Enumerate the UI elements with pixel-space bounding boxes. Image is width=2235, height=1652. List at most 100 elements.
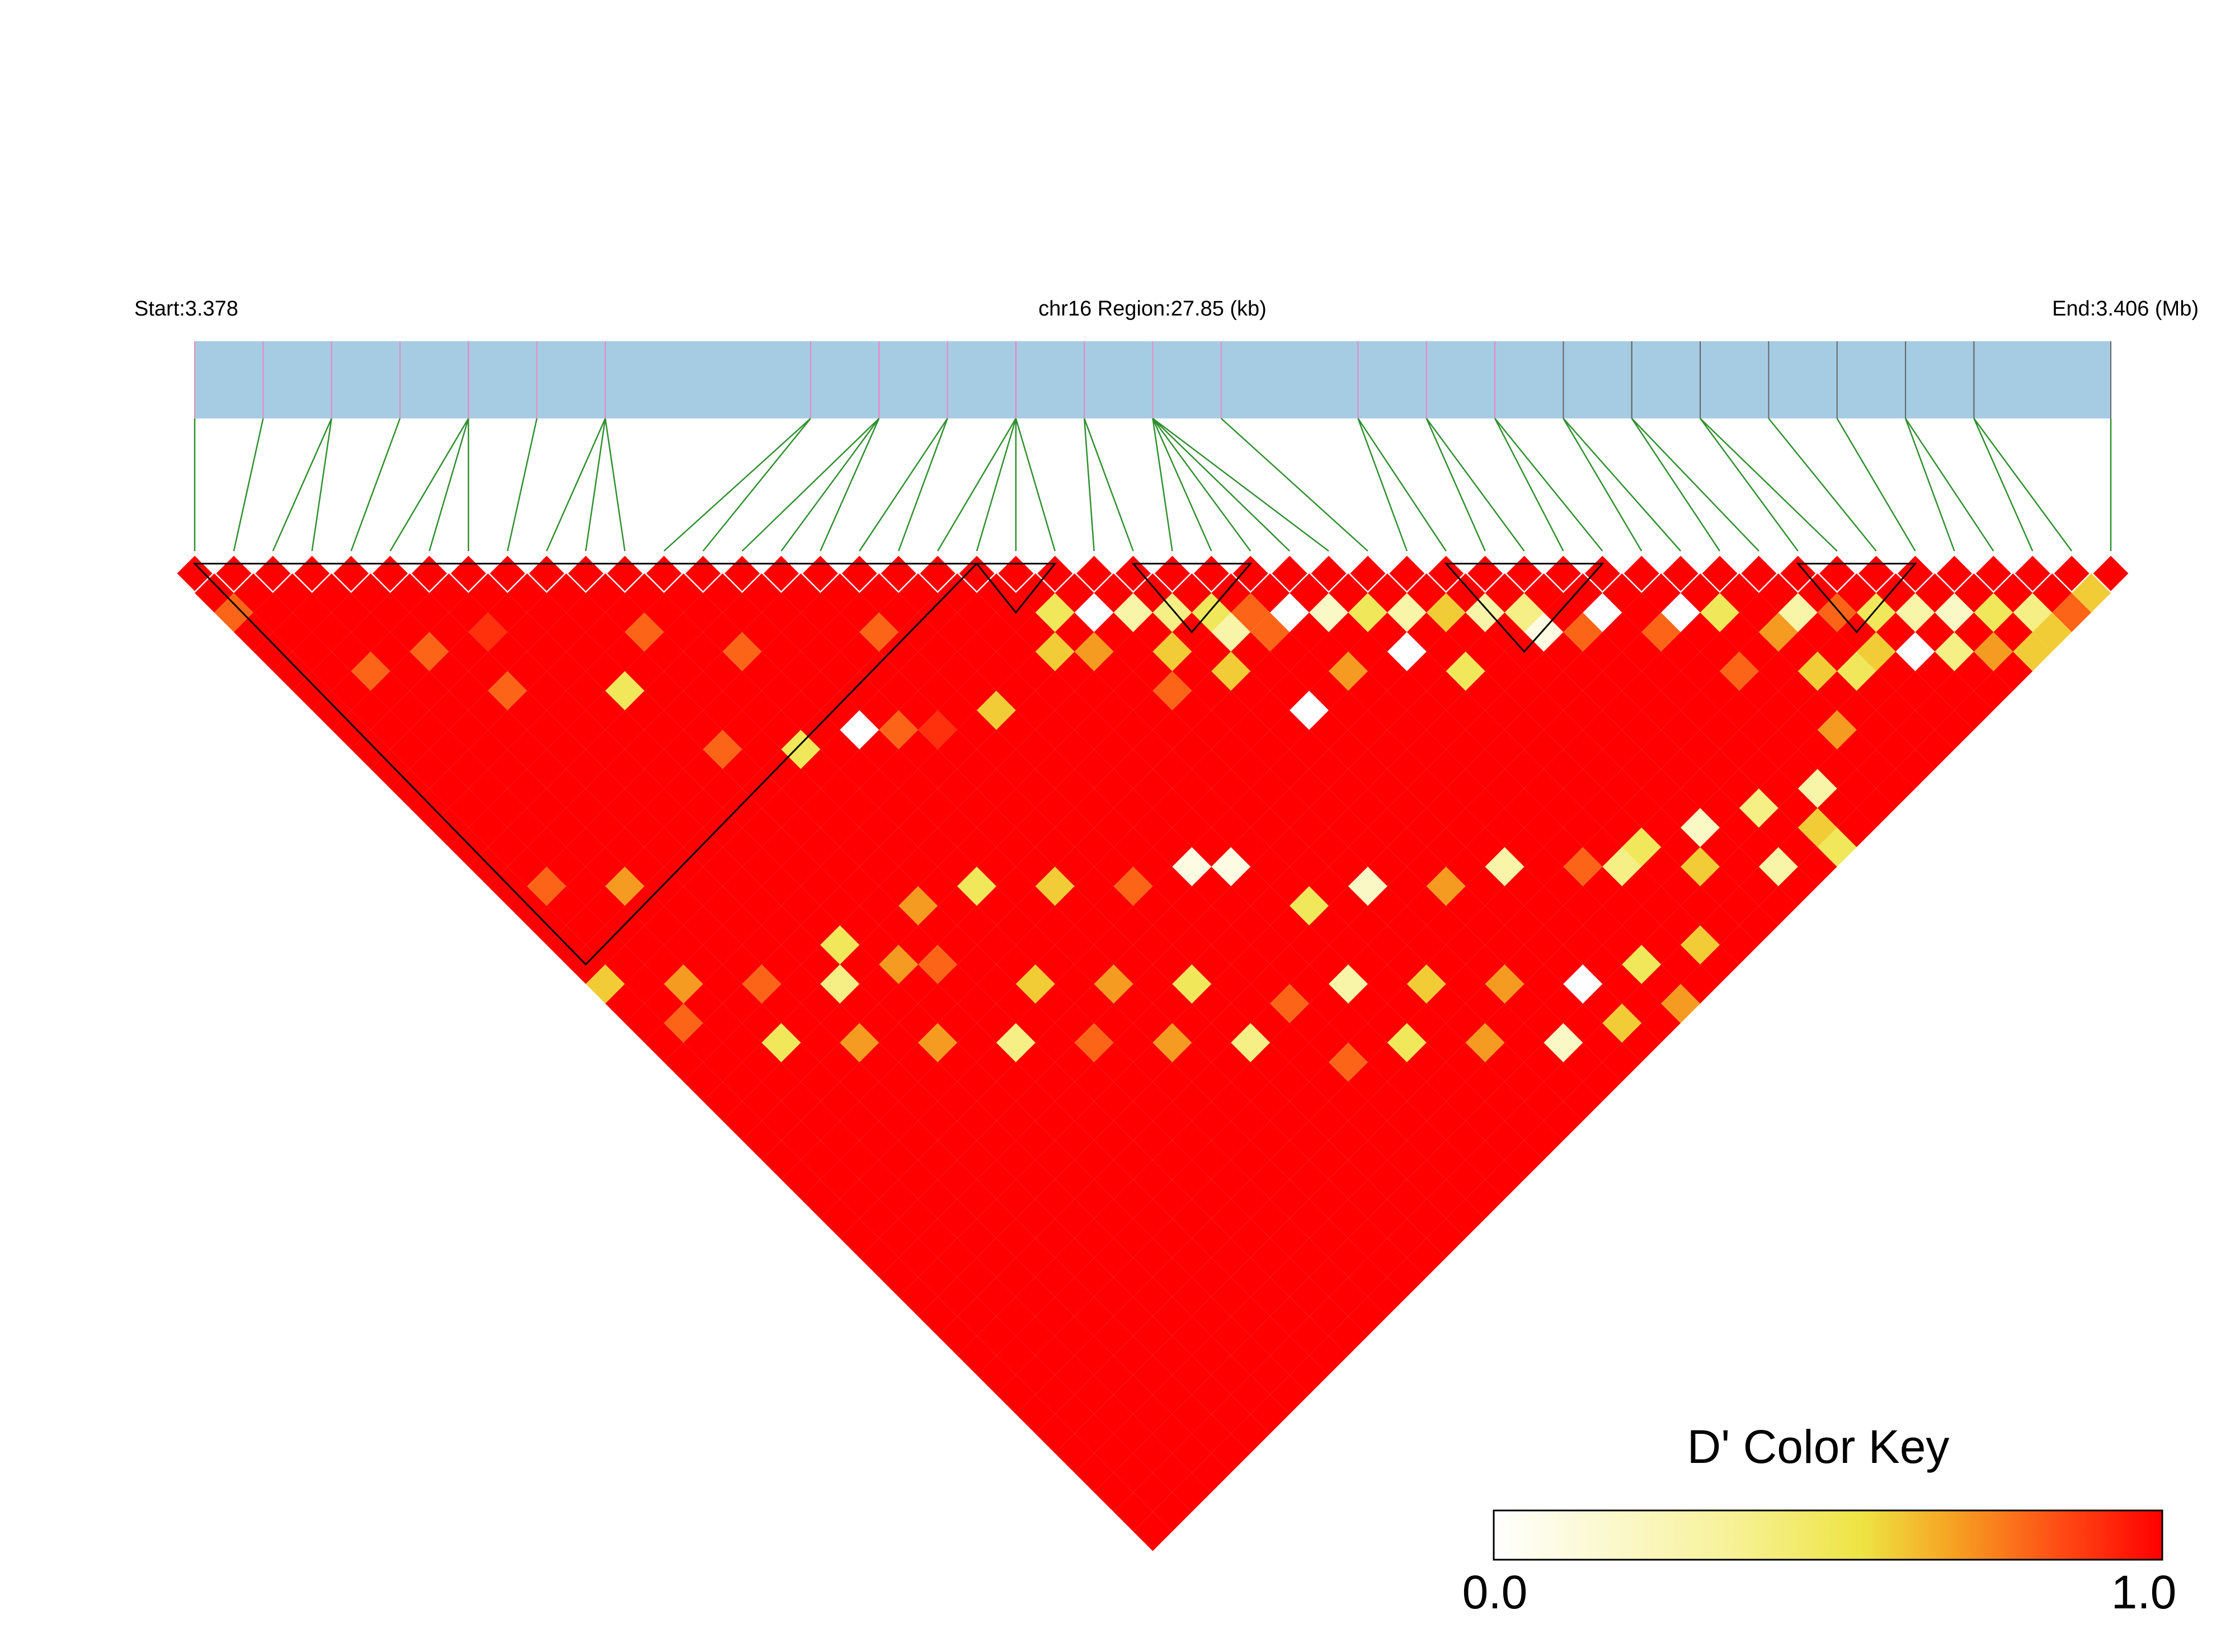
- ld-cell: [1290, 1121, 1329, 1160]
- ld-cell: [1758, 886, 1798, 926]
- ld-cell: [1465, 592, 1505, 632]
- ld-cell: [1504, 788, 1544, 828]
- ld-cell: [1094, 1238, 1133, 1278]
- start-label: Start:3.378: [134, 297, 238, 321]
- snp-diamond: [802, 556, 838, 591]
- ld-cell: [1192, 1218, 1231, 1258]
- ld-cell: [1152, 867, 1192, 906]
- ld-cell: [1446, 769, 1485, 808]
- ld-cell: [1094, 1472, 1133, 1512]
- ld-cell: [1074, 1297, 1114, 1336]
- ld-cell: [1290, 1355, 1329, 1395]
- ld-cell: [1720, 729, 1759, 769]
- ld-cell: [1681, 690, 1720, 730]
- ld-cell: [1485, 925, 1524, 964]
- ld-cell: [1094, 1160, 1133, 1199]
- ld-cell: [879, 592, 919, 632]
- ld-cell: [1583, 1062, 1622, 1102]
- ld-cell: [1348, 671, 1387, 710]
- ld-cell: [1172, 690, 1212, 730]
- ld-cell: [1367, 1199, 1407, 1239]
- ld-cell: [1974, 632, 2013, 671]
- ld-cell: [918, 1297, 958, 1336]
- ld-cell: [1250, 1081, 1290, 1121]
- ld-cell: [1681, 847, 1720, 887]
- ld-cell: [1504, 827, 1544, 867]
- ld-cell: [1504, 1140, 1544, 1180]
- ld-cell: [1485, 1121, 1524, 1160]
- ld-cell: [1348, 788, 1387, 828]
- ld-cell: [1387, 1023, 1427, 1062]
- ld-cell: [1544, 710, 1583, 750]
- ld-cell: [1563, 1003, 1603, 1043]
- ld-cell: [1192, 1258, 1231, 1297]
- ld-cell: [1837, 573, 1876, 613]
- ld-cell: [1231, 632, 1271, 671]
- snp-diamond: [1311, 556, 1347, 591]
- ld-cell: [1465, 1101, 1505, 1141]
- ld-cell: [1426, 1140, 1466, 1180]
- ld-cell: [1720, 573, 1759, 613]
- snp-connector: [1357, 418, 1447, 552]
- ld-cell: [1563, 729, 1603, 769]
- ld-cell: [1250, 1160, 1290, 1199]
- ld-cell: [1798, 612, 1837, 652]
- ld-cell: [1329, 1042, 1368, 1082]
- ld-cell: [1681, 925, 1720, 964]
- ld-cell: [1544, 592, 1583, 632]
- ld-cell: [1895, 592, 1935, 632]
- ld-cell: [1074, 1258, 1114, 1297]
- ld-cell: [996, 1375, 1036, 1414]
- ld-cell: [1681, 964, 1720, 1004]
- ld-cell: [879, 1101, 919, 1141]
- ld-cell: [1348, 710, 1387, 750]
- ld-cell: [1485, 769, 1524, 808]
- ld-cell: [1309, 1023, 1348, 1062]
- ld-cell: [1250, 808, 1290, 848]
- ld-cell: [1231, 1258, 1271, 1297]
- snp-ticks: [194, 341, 2111, 418]
- ld-cell: [1348, 749, 1387, 789]
- ld-cell: [1739, 749, 1778, 789]
- ld-cell: [1524, 729, 1564, 769]
- snp-diamond: [881, 556, 916, 591]
- snp-diamond: [1819, 556, 1855, 591]
- ld-cell: [1270, 788, 1310, 828]
- ld-cell: [1974, 671, 2013, 710]
- ld-cell: [1426, 1179, 1466, 1219]
- ld-cell: [1524, 612, 1564, 652]
- ld-cell: [1113, 1336, 1153, 1375]
- ld-cell: [1406, 690, 1446, 730]
- ld-cell: [859, 1238, 899, 1278]
- ld-cell: [761, 1140, 801, 1180]
- ld-cell: [1935, 632, 1974, 671]
- ld-cell: [1270, 945, 1310, 984]
- ld-cell: [1192, 1453, 1231, 1493]
- ld-cell: [1465, 710, 1505, 750]
- ld-cell: [1055, 1199, 1094, 1239]
- snp-diamond: [490, 556, 525, 591]
- ld-cell: [879, 749, 919, 789]
- ld-cell: [1290, 1316, 1329, 1356]
- ld-cell: [1758, 847, 1798, 887]
- ld-cell: [1152, 983, 1192, 1023]
- ld-cell: [1720, 612, 1759, 652]
- ld-cell: [1270, 1179, 1310, 1219]
- ld-cell: [1661, 867, 1701, 906]
- ld-cell: [1758, 573, 1798, 613]
- ld-cell: [2013, 632, 2053, 671]
- ld-cell: [1231, 788, 1271, 828]
- snp-connector: [1152, 418, 1173, 552]
- ld-cell: [1720, 690, 1759, 730]
- ld-cell: [1329, 847, 1368, 887]
- ld-cell: [1700, 592, 1739, 632]
- ld-cell: [1367, 964, 1407, 1004]
- ld-cell: [1524, 886, 1564, 926]
- ld-cell: [1172, 1238, 1212, 1278]
- snp-connector: [585, 418, 606, 552]
- snp-diamond: [333, 556, 369, 591]
- snp-connector: [1904, 418, 1955, 552]
- ld-cell: [1544, 749, 1583, 789]
- ld-cell: [1504, 945, 1544, 984]
